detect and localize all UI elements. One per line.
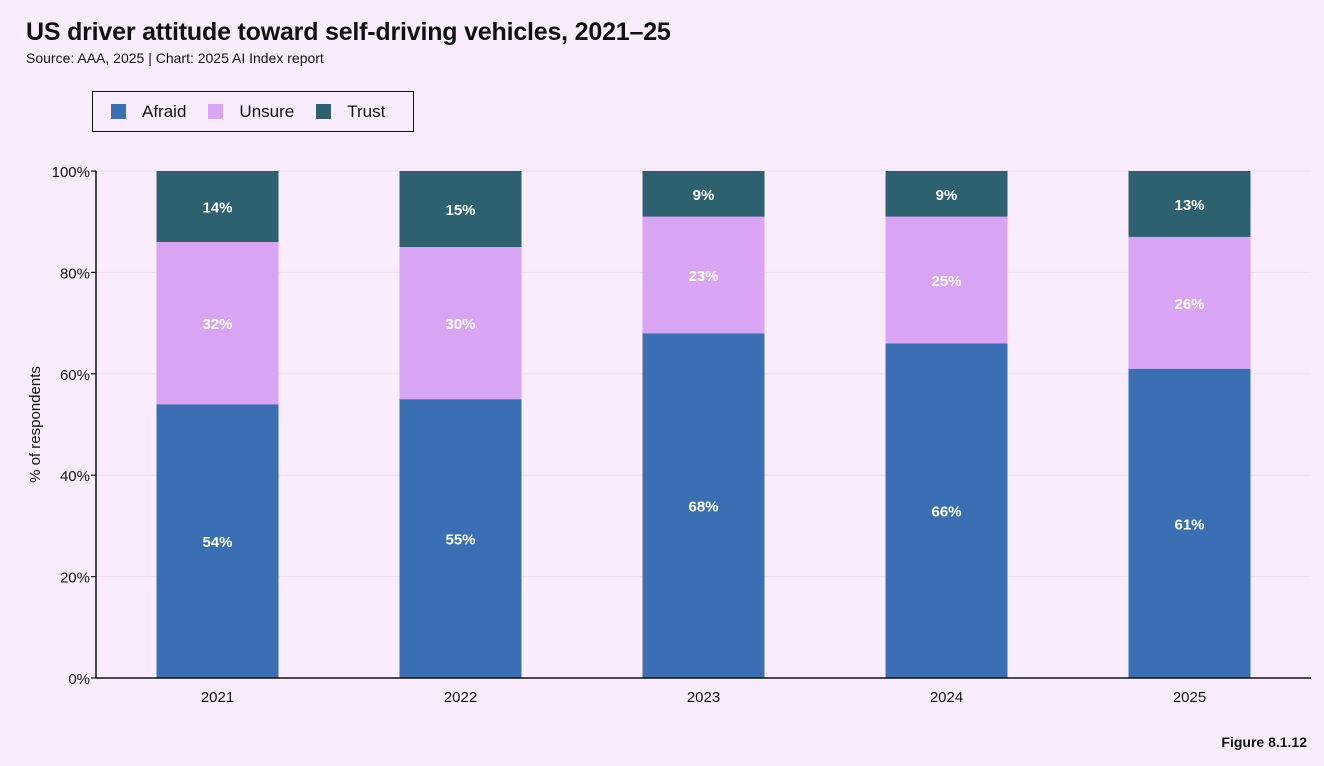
bar-trust-2024: [885, 171, 1008, 217]
data-label: 66%: [931, 504, 961, 521]
x-tick-label: 2021: [201, 689, 234, 706]
legend-item-unsure: Unsure: [208, 102, 294, 122]
y-tick-label: 60%: [60, 367, 90, 384]
legend-swatch-afraid: [111, 104, 126, 119]
y-tick-label: 0%: [68, 671, 90, 688]
data-label: 61%: [1174, 516, 1204, 533]
data-label: 26%: [1174, 296, 1204, 313]
y-tick-label: 20%: [60, 570, 90, 587]
data-label: 9%: [936, 187, 958, 204]
x-tick-label: 2023: [687, 689, 720, 706]
bar-unsure-2024: [885, 216, 1008, 344]
data-label: 23%: [688, 268, 718, 285]
chart-legend: Afraid Unsure Trust: [92, 91, 414, 132]
data-label: 9%: [693, 187, 715, 204]
legend-label-unsure: Unsure: [239, 101, 295, 121]
bar-trust-2021: [156, 171, 279, 242]
legend-item-afraid: Afraid: [111, 102, 186, 122]
data-label: 30%: [445, 316, 475, 333]
data-label: 25%: [931, 273, 961, 290]
legend-item-trust: Trust: [316, 102, 385, 122]
bar-trust-2025: [1128, 171, 1251, 237]
x-tick-label: 2022: [444, 689, 477, 706]
chart-title: US driver attitude toward self-driving v…: [26, 18, 671, 46]
data-label: 32%: [202, 316, 232, 333]
bar-afraid-2022: [399, 399, 522, 678]
x-tick-label: 2025: [1173, 689, 1206, 706]
bar-unsure-2022: [399, 247, 522, 400]
legend-swatch-unsure: [208, 104, 224, 119]
y-tick-label: 100%: [52, 164, 90, 181]
figure-label: Figure 8.1.12: [1221, 734, 1307, 750]
x-tick-label: 2024: [930, 689, 963, 706]
bar-afraid-2025: [1128, 368, 1251, 678]
data-label: 13%: [1174, 197, 1204, 214]
y-tick-label: 80%: [60, 265, 90, 282]
bar-unsure-2021: [156, 241, 279, 405]
bar-afraid-2021: [156, 404, 279, 678]
data-label: 55%: [445, 532, 475, 549]
bar-unsure-2025: [1128, 236, 1251, 369]
data-label: 68%: [688, 499, 718, 516]
data-label: 15%: [445, 202, 475, 219]
bar-afraid-2024: [885, 343, 1008, 678]
data-label: 54%: [202, 534, 232, 551]
bar-trust-2023: [642, 171, 765, 217]
legend-swatch-trust: [316, 104, 332, 119]
legend-label-trust: Trust: [347, 101, 386, 121]
bar-afraid-2023: [642, 333, 765, 678]
bar-trust-2022: [399, 171, 522, 248]
y-tick-label: 40%: [60, 468, 90, 485]
bar-unsure-2023: [642, 216, 765, 334]
data-label: 14%: [202, 199, 232, 216]
chart-subtitle: Source: AAA, 2025 | Chart: 2025 AI Index…: [26, 50, 324, 66]
y-axis-title: % of respondents: [27, 366, 44, 483]
legend-label-afraid: Afraid: [142, 101, 187, 121]
